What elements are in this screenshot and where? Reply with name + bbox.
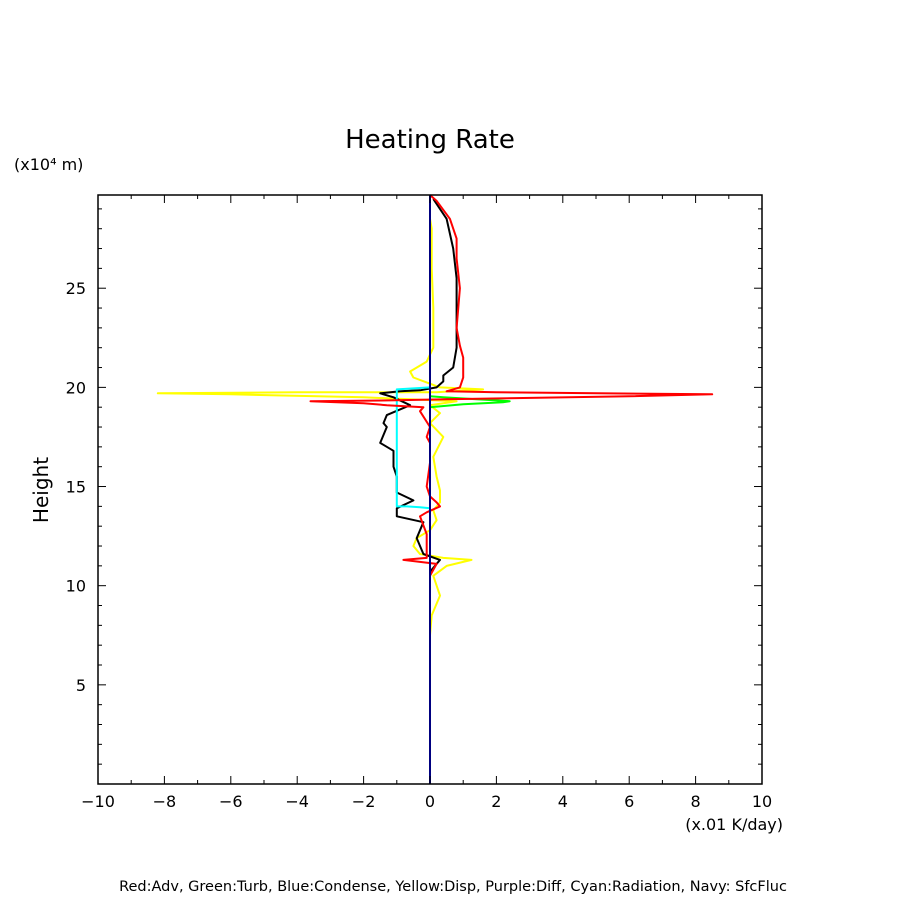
y-tick-label: 25: [66, 279, 86, 298]
series-line-3: [395, 386, 431, 510]
y-tick-label: 5: [76, 676, 86, 695]
y-tick-label: 10: [66, 577, 86, 596]
x-tick-label: 10: [752, 792, 772, 811]
series-line-0: [156, 218, 485, 636]
y-axis-units: (x10⁴ m): [14, 155, 83, 174]
x-tick-label: 2: [491, 792, 501, 811]
x-tick-label: −8: [153, 792, 177, 811]
series-line-2: [429, 395, 511, 409]
y-tick-label: 20: [66, 378, 86, 397]
x-tick-label: 6: [624, 792, 634, 811]
x-axis-units: (x.01 K/day): [685, 815, 783, 834]
chart-title: Heating Rate: [345, 125, 515, 155]
x-tick-label: 8: [691, 792, 701, 811]
y-tick-label: 15: [66, 478, 86, 497]
series-line-1: [379, 198, 458, 573]
legend-footer: Red:Adv, Green:Turb, Blue:Condense, Yell…: [119, 879, 787, 895]
y-axis-label: Height: [29, 457, 53, 523]
x-tick-label: 4: [558, 792, 568, 811]
x-tick-label: −4: [285, 792, 309, 811]
x-tick-label: −2: [352, 792, 376, 811]
series-line-4: [309, 194, 714, 577]
x-tick-label: 0: [425, 792, 435, 811]
plot-area: −10 −8 −6 −4 −2 0 2 4 6 8 10 5 10 15 20 25: [66, 194, 772, 811]
x-tick-label: −10: [81, 792, 115, 811]
x-tick-label: −6: [219, 792, 243, 811]
